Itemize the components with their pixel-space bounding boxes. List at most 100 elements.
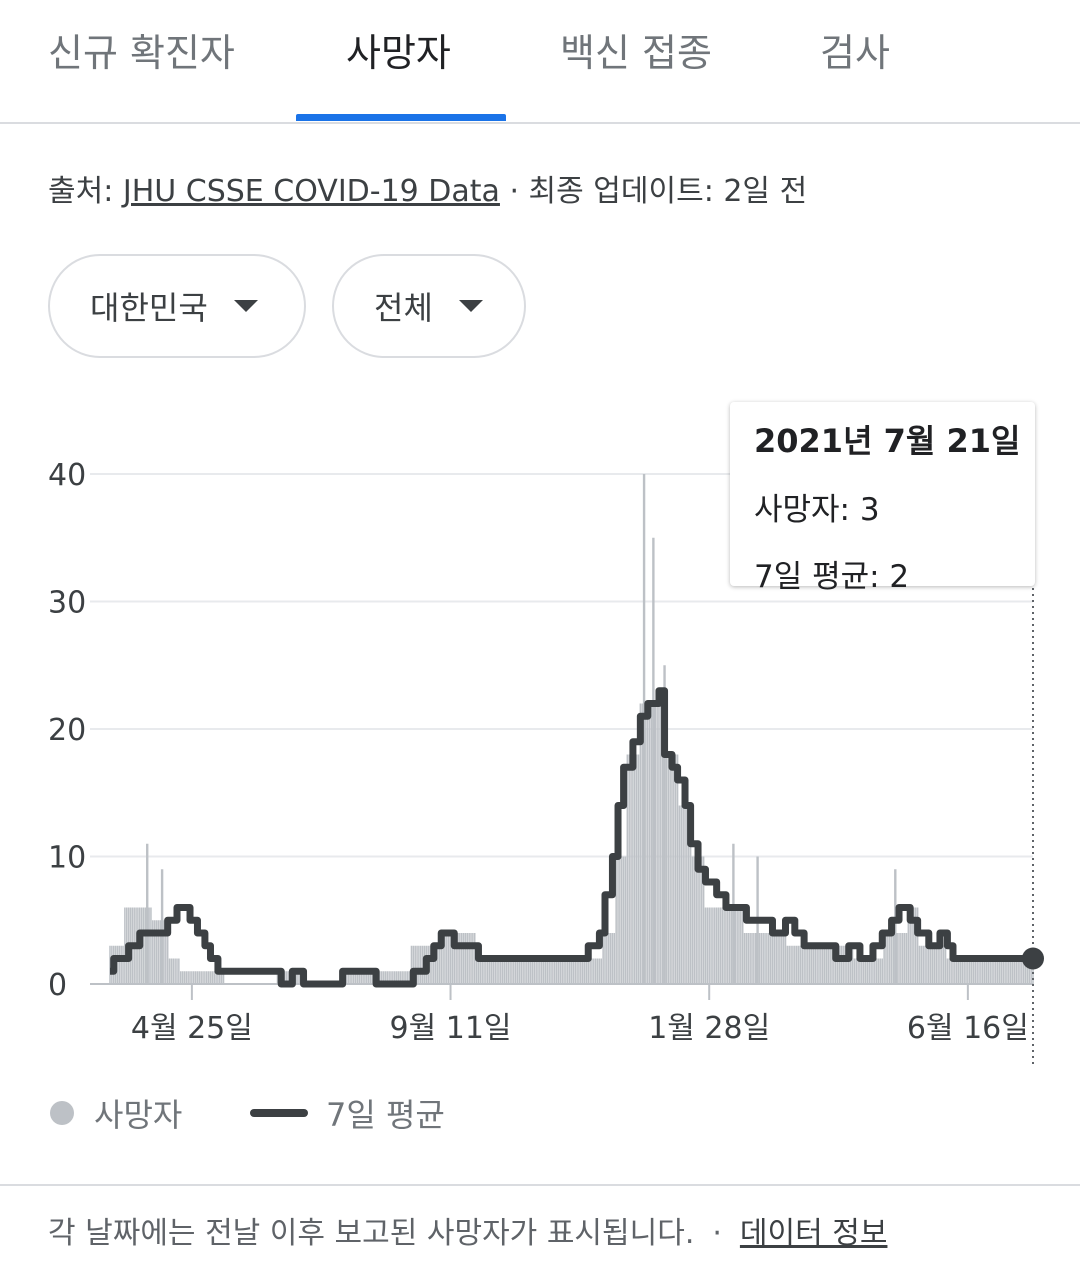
daily-bar (593, 958, 595, 984)
daily-bar (840, 945, 843, 984)
daily-bar (965, 958, 967, 984)
daily-bar (634, 754, 636, 984)
daily-bar (957, 958, 960, 984)
daily-bar (507, 958, 509, 984)
daily-bar (366, 971, 368, 984)
daily-bar (918, 945, 921, 984)
tab-deaths[interactable]: 사망자 (346, 31, 451, 75)
daily-bar (820, 945, 822, 984)
daily-bar (890, 933, 893, 984)
daily-bar (503, 958, 506, 984)
daily-bar (961, 958, 964, 984)
daily-bar (567, 958, 569, 984)
daily-bar (1008, 958, 1010, 984)
daily-bar (429, 945, 431, 984)
tab-vaccinations[interactable]: 백신 접종 (560, 31, 712, 75)
daily-bar (1000, 958, 1003, 984)
daily-bar (286, 971, 288, 984)
daily-bar (911, 907, 913, 984)
daily-bar (431, 945, 433, 984)
daily-bar (846, 945, 848, 984)
daily-bar (799, 945, 802, 984)
daily-bar (808, 945, 811, 984)
daily-bar (464, 933, 467, 984)
daily-bar (607, 933, 610, 984)
scope-dropdown[interactable]: 전체 (332, 254, 526, 358)
daily-bar (284, 971, 286, 984)
daily-bar (855, 958, 857, 984)
daily-bar (1017, 958, 1019, 984)
daily-bar (408, 971, 411, 984)
daily-bar (585, 958, 588, 984)
daily-bar (420, 945, 422, 984)
daily-bar (712, 907, 714, 984)
daily-bar (565, 958, 567, 984)
daily-bar (775, 933, 777, 984)
daily-bar-spike (146, 843, 149, 984)
daily-bar (217, 971, 219, 984)
daily-bar (613, 933, 616, 984)
daily-bar (500, 958, 502, 984)
daily-bar (580, 958, 582, 984)
daily-bar (892, 933, 895, 984)
daily-bar (728, 907, 731, 984)
daily-bar (801, 945, 804, 984)
tab-new-cases[interactable]: 신규 확진자 (48, 31, 235, 75)
daily-bar (924, 945, 926, 984)
daily-bar (546, 958, 549, 984)
daily-bar (937, 945, 939, 984)
daily-bar (561, 958, 563, 984)
daily-bar (866, 958, 869, 984)
tab-tests[interactable]: 검사 (820, 31, 890, 75)
daily-bar (220, 971, 223, 984)
daily-bar (405, 971, 407, 984)
daily-bar (379, 971, 381, 984)
daily-bar (433, 945, 435, 984)
daily-bar (602, 933, 604, 984)
daily-bar (827, 945, 830, 984)
daily-bar (453, 933, 456, 984)
daily-bar (204, 971, 206, 984)
y-tick-label: 10 (48, 841, 86, 876)
daily-bar (403, 971, 405, 984)
data-info-link[interactable]: 데이터 정보 (739, 1216, 888, 1251)
legend-label: 7일 평균 (326, 1096, 445, 1134)
daily-bar (844, 945, 846, 984)
daily-bar (771, 933, 774, 984)
daily-bar (680, 805, 683, 984)
daily-bar (522, 958, 524, 984)
daily-bar (388, 971, 390, 984)
daily-bar (527, 958, 530, 984)
daily-bar (639, 703, 642, 984)
daily-bar (496, 958, 498, 984)
daily-bar (539, 958, 541, 984)
daily-bar (980, 958, 982, 984)
daily-bar (1030, 958, 1032, 984)
daily-bar (883, 933, 885, 984)
daily-bar (553, 958, 556, 984)
daily-bar (983, 958, 986, 984)
legend-line-icon (250, 1109, 308, 1117)
daily-bar (669, 754, 671, 984)
daily-bar (189, 971, 191, 984)
daily-bar (542, 958, 545, 984)
daily-bar (550, 958, 552, 984)
source-link[interactable]: JHU CSSE COVID-19 Data (122, 174, 500, 209)
daily-bar (185, 971, 188, 984)
daily-bar (170, 958, 173, 984)
deaths-chart[interactable]: 0 10 20 30 40 4월 25일 9월 11일 1월 28일 6월 16일 (0, 380, 1080, 1080)
daily-bar (987, 958, 990, 984)
daily-bar (494, 958, 496, 984)
daily-bar (194, 971, 197, 984)
region-dropdown[interactable]: 대한민국 (48, 254, 306, 358)
daily-bar (920, 945, 923, 984)
daily-bar (946, 958, 949, 984)
legend-label: 사망자 (94, 1096, 183, 1134)
daily-bar (369, 971, 372, 984)
daily-bar (864, 958, 867, 984)
daily-bar (219, 971, 221, 984)
legend-dot-icon (50, 1101, 74, 1125)
daily-bar (836, 945, 839, 984)
daily-bar (989, 958, 991, 984)
seven-day-average-path (110, 687, 1033, 988)
